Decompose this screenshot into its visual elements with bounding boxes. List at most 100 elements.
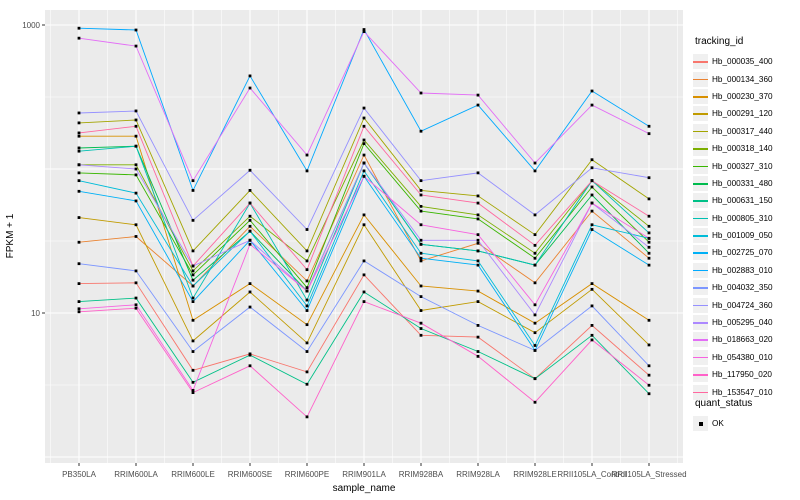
x-tick-label: RRII105LA_Control	[557, 470, 627, 479]
data-point	[419, 259, 423, 263]
data-point	[419, 256, 423, 260]
data-point	[248, 214, 252, 218]
data-point	[362, 169, 366, 173]
y-tick-label: 10	[31, 309, 40, 318]
legend-key-swatch	[693, 88, 708, 104]
data-point	[134, 124, 138, 128]
data-point	[590, 228, 594, 231]
quant-legend-title: quant_status	[695, 398, 753, 409]
data-point	[191, 218, 195, 222]
data-point	[134, 163, 138, 167]
data-point	[647, 132, 651, 136]
legend-key-swatch	[693, 141, 708, 157]
data-point	[305, 268, 309, 272]
legend-item: Hb_018663_020	[693, 331, 798, 348]
data-point	[476, 201, 480, 205]
legend-title: tracking_id	[695, 36, 744, 47]
data-point	[647, 263, 651, 267]
data-point	[305, 309, 309, 312]
data-point	[77, 149, 81, 153]
data-point	[533, 331, 537, 335]
data-point	[305, 341, 309, 345]
data-point	[533, 233, 537, 237]
data-point	[248, 282, 252, 286]
data-point	[533, 321, 537, 325]
data-point	[590, 282, 594, 286]
legend-item: Hb_000631_150	[693, 192, 798, 209]
legend-item-label: Hb_004032_350	[712, 283, 773, 293]
data-point	[191, 300, 195, 303]
data-point	[77, 171, 81, 175]
data-point	[533, 303, 537, 307]
legend-item: Hb_000327_310	[693, 157, 798, 174]
data-point	[77, 36, 81, 40]
data-point	[77, 179, 81, 183]
legend-line-icon	[693, 356, 708, 359]
legend-key-swatch	[693, 175, 708, 191]
data-point	[476, 289, 480, 293]
legend-item-label: Hb_004724_360	[712, 300, 773, 310]
data-point	[362, 138, 366, 142]
data-point	[590, 166, 594, 170]
data-point	[134, 269, 138, 273]
data-point	[647, 124, 651, 128]
data-point	[248, 86, 252, 90]
data-point	[419, 129, 423, 133]
legend-item-label: Hb_054380_010	[712, 352, 773, 362]
data-point	[191, 189, 195, 192]
data-point	[590, 333, 594, 337]
data-point	[533, 161, 537, 165]
legend-items: Hb_000035_400 Hb_000134_360 Hb_000230_370 H…	[693, 53, 798, 401]
data-point	[590, 185, 594, 189]
data-point	[134, 303, 138, 307]
data-point	[533, 281, 537, 285]
data-point	[647, 343, 651, 347]
data-point	[248, 189, 252, 192]
data-point	[134, 134, 138, 138]
data-point	[248, 353, 252, 357]
data-point	[191, 278, 195, 282]
data-point	[134, 118, 138, 122]
data-point	[533, 348, 537, 352]
x-axis-title: sample_name	[333, 483, 396, 494]
data-point	[647, 256, 651, 260]
data-point	[191, 380, 195, 384]
legend-line-icon	[693, 95, 708, 98]
data-point	[362, 273, 366, 277]
data-point	[305, 323, 309, 327]
legend-item-label: Hb_002883_010	[712, 265, 773, 275]
x-tick-label: RRIM901LA	[342, 470, 386, 479]
legend-key-swatch	[693, 71, 708, 87]
legend-line-icon	[693, 200, 708, 202]
data-point	[647, 240, 651, 244]
data-point	[476, 217, 480, 221]
data-point	[77, 282, 81, 286]
data-point	[533, 243, 537, 247]
legend-item-label: Hb_018663_020	[712, 335, 773, 345]
data-point	[191, 318, 195, 322]
legend-line-icon	[693, 130, 708, 133]
legend-line-icon	[693, 287, 708, 289]
data-point	[362, 223, 366, 227]
legend-line-icon	[693, 182, 708, 185]
legend-line-icon	[693, 304, 708, 307]
legend-key-swatch	[693, 349, 708, 365]
legend-item-label: Hb_000317_440	[712, 126, 773, 136]
data-point	[362, 106, 366, 110]
data-point	[647, 224, 651, 228]
data-point	[248, 290, 252, 294]
legend-line-icon	[693, 269, 708, 272]
data-point	[305, 286, 309, 290]
data-point	[77, 307, 81, 311]
data-point	[533, 263, 537, 267]
data-point	[476, 238, 480, 242]
data-point	[647, 383, 651, 387]
data-point	[647, 364, 651, 368]
data-point	[590, 158, 594, 162]
data-point	[419, 223, 423, 227]
legend-item-label: Hb_117950_020	[712, 370, 772, 380]
data-point	[362, 28, 366, 31]
legend-item-label: Hb_000805_310	[712, 213, 773, 223]
data-point	[647, 197, 651, 201]
